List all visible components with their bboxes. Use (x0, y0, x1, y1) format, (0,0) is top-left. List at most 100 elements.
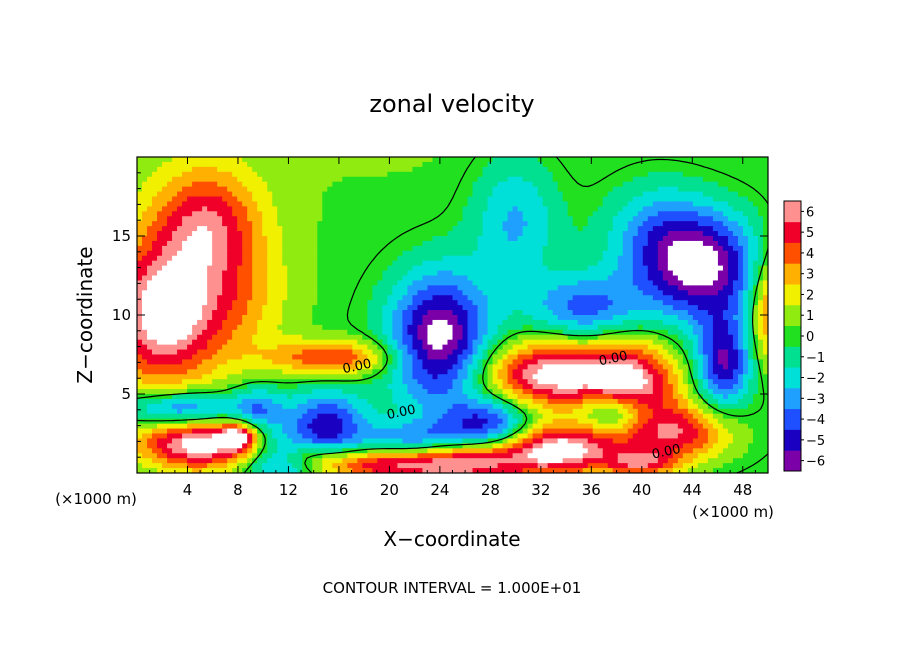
heatmap-cell (652, 324, 659, 331)
heatmap-cell (307, 295, 313, 301)
heatmap-cell (177, 186, 183, 193)
heatmap-cell (597, 344, 604, 351)
heatmap-cell (432, 250, 439, 257)
heatmap-cell (537, 260, 544, 267)
heatmap-cell (617, 191, 624, 198)
heatmap-cell (602, 255, 609, 262)
heatmap-cell (682, 265, 689, 272)
heatmap-cell (672, 280, 679, 286)
heatmap-cell (632, 176, 639, 183)
heatmap-cell (442, 250, 449, 257)
heatmap-cell (592, 240, 599, 247)
heatmap-cell (462, 231, 469, 237)
heatmap-cell (137, 171, 143, 178)
heatmap-cell (362, 245, 368, 252)
heatmap-cell (562, 305, 569, 311)
heatmap-cell (672, 226, 679, 232)
heatmap-cell (602, 324, 609, 331)
heatmap-cell (712, 231, 719, 237)
heatmap-cell (472, 161, 479, 168)
heatmap-cell (597, 310, 604, 316)
heatmap-cell (307, 260, 313, 267)
heatmap-cell (682, 275, 689, 282)
heatmap-cell (522, 191, 529, 198)
heatmap-cell (337, 250, 343, 257)
heatmap-cell (297, 270, 303, 277)
heatmap-cell (637, 161, 644, 168)
heatmap-cell (207, 201, 213, 207)
heatmap-cell (597, 216, 604, 222)
heatmap-cell (367, 191, 373, 198)
heatmap-cell (732, 240, 739, 247)
heatmap-cell (402, 236, 409, 242)
heatmap-cell (627, 270, 634, 277)
heatmap-cell (227, 245, 233, 252)
heatmap-cell (207, 305, 213, 311)
heatmap-cell (262, 236, 268, 242)
heatmap-cell (442, 240, 449, 247)
heatmap-cell (617, 206, 624, 212)
heatmap-cell (502, 334, 509, 341)
heatmap-cell (722, 344, 729, 351)
heatmap-cell (557, 226, 564, 232)
heatmap-cell (352, 211, 358, 217)
heatmap-cell (282, 310, 288, 316)
heatmap-cell (607, 211, 614, 217)
heatmap-cell (387, 290, 394, 296)
heatmap-cell (592, 166, 599, 173)
heatmap-cell (622, 329, 629, 336)
heatmap-cell (647, 216, 654, 222)
heatmap-cell (422, 236, 429, 242)
heatmap-cell (697, 206, 704, 212)
heatmap-cell (337, 324, 343, 331)
heatmap-cell (717, 201, 724, 207)
heatmap-cell (252, 157, 258, 163)
heatmap-cell (372, 310, 378, 316)
heatmap-cell (762, 216, 768, 222)
heatmap-cell (587, 329, 594, 336)
heatmap-cell (317, 270, 323, 277)
heatmap-cell (252, 275, 258, 282)
heatmap-cell (142, 334, 148, 341)
heatmap-cell (592, 265, 599, 272)
heatmap-cell (337, 226, 343, 232)
heatmap-cell (737, 290, 744, 296)
heatmap-cell (172, 349, 178, 356)
heatmap-cell (472, 211, 479, 217)
heatmap-cell (567, 236, 574, 242)
heatmap-cell (517, 161, 524, 168)
heatmap-cell (742, 161, 749, 168)
heatmap-cell (592, 236, 599, 242)
heatmap-cell (252, 206, 258, 212)
heatmap-cell (632, 300, 639, 306)
heatmap-cell (432, 216, 439, 222)
heatmap-cell (292, 295, 298, 301)
heatmap-cell (252, 310, 258, 316)
heatmap-cell (142, 265, 148, 272)
heatmap-cell (652, 285, 659, 291)
heatmap-cell (482, 240, 489, 247)
heatmap-cell (417, 221, 424, 227)
heatmap-cell (627, 329, 634, 336)
heatmap-cell (427, 240, 434, 247)
heatmap-cell (232, 240, 238, 247)
heatmap-cell (417, 211, 424, 217)
heatmap-cell (287, 349, 293, 356)
heatmap-cell (592, 305, 599, 311)
heatmap-cell (497, 196, 504, 203)
heatmap-cell (177, 300, 183, 306)
heatmap-cell (707, 319, 714, 326)
heatmap-cell (367, 275, 373, 282)
heatmap-cell (587, 280, 594, 286)
heatmap-cell (527, 329, 534, 336)
heatmap-cell (627, 280, 634, 286)
heatmap-cell (642, 310, 649, 316)
heatmap-cell (597, 280, 604, 286)
heatmap-cell (482, 315, 489, 321)
heatmap-cell (332, 290, 338, 296)
heatmap-cell (272, 310, 278, 316)
heatmap-cell (622, 201, 629, 207)
heatmap-cell (557, 265, 564, 272)
heatmap-cell (602, 295, 609, 301)
heatmap-cell (222, 329, 228, 336)
